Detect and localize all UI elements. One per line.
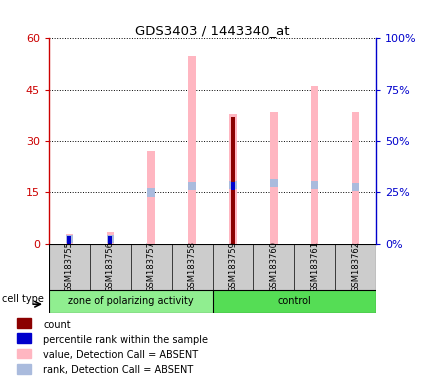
Bar (147, 151, 155, 244)
Bar (311, 86, 318, 244)
Bar (352, 183, 360, 192)
Text: GSM183762: GSM183762 (351, 242, 360, 292)
Text: GSM183758: GSM183758 (187, 242, 196, 292)
Text: value, Detection Call = ABSENT: value, Detection Call = ABSENT (43, 350, 198, 360)
Bar (231, 117, 235, 244)
Text: GSM183761: GSM183761 (310, 242, 319, 292)
Bar (67, 236, 71, 244)
Bar (90, 244, 131, 290)
Bar (212, 244, 253, 290)
Bar (311, 181, 318, 189)
Bar (335, 244, 376, 290)
Bar (17, 333, 31, 343)
Text: GSM183756: GSM183756 (106, 242, 115, 292)
Bar (49, 244, 90, 290)
Bar (188, 56, 196, 244)
Bar (270, 179, 278, 187)
Bar (17, 364, 31, 374)
Bar (108, 236, 112, 244)
Bar (107, 235, 114, 243)
Bar (147, 189, 155, 197)
Bar (65, 235, 73, 243)
Bar (107, 232, 114, 244)
Text: GSM183759: GSM183759 (229, 242, 238, 292)
Bar (270, 112, 278, 244)
Bar (17, 318, 31, 328)
Text: rank, Detection Call = ABSENT: rank, Detection Call = ABSENT (43, 366, 193, 376)
Text: GSM183760: GSM183760 (269, 242, 278, 292)
Text: zone of polarizing activity: zone of polarizing activity (68, 296, 193, 306)
Bar (294, 244, 335, 290)
Bar (231, 182, 235, 190)
Bar (352, 112, 360, 244)
Bar (229, 114, 237, 244)
Text: cell type: cell type (3, 294, 44, 304)
Text: GSM183755: GSM183755 (65, 242, 74, 292)
Text: percentile rank within the sample: percentile rank within the sample (43, 335, 208, 345)
Text: control: control (278, 296, 311, 306)
Bar (212, 290, 376, 313)
Bar (49, 290, 212, 313)
Title: GDS3403 / 1443340_at: GDS3403 / 1443340_at (135, 24, 290, 37)
Bar (17, 349, 31, 358)
Text: count: count (43, 320, 71, 330)
Bar (172, 244, 212, 290)
Bar (253, 244, 294, 290)
Bar (188, 182, 196, 190)
Text: GSM183757: GSM183757 (147, 242, 156, 292)
Bar (67, 237, 71, 244)
Bar (131, 244, 172, 290)
Bar (229, 181, 237, 189)
Bar (65, 233, 73, 244)
Bar (108, 237, 112, 244)
